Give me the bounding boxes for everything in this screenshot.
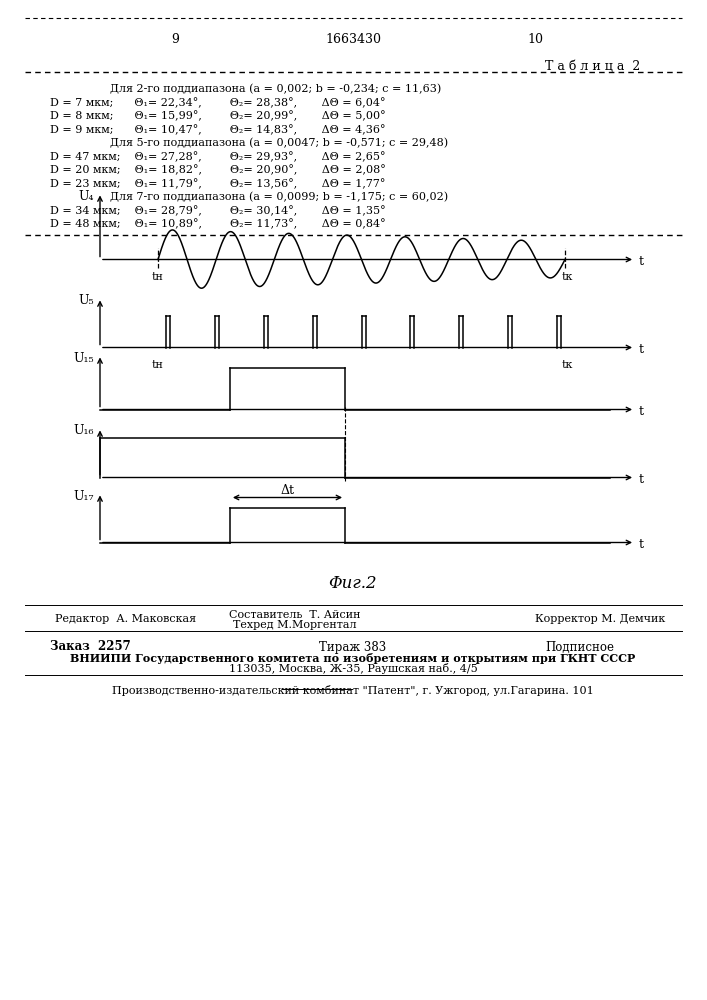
Text: Редактор  А. Маковская: Редактор А. Маковская [55,614,196,624]
Text: D = 7 мкм;      Θ₁= 22,34°,        Θ₂= 28,38°,       ΔΘ = 6,04°: D = 7 мкм; Θ₁= 22,34°, Θ₂= 28,38°, ΔΘ = … [50,98,385,108]
Text: Для 2-го поддиапазона (a = 0,002; b = -0,234; c = 11,63): Для 2-го поддиапазона (a = 0,002; b = -0… [110,84,441,94]
Text: 10: 10 [527,33,543,46]
Text: Δt: Δt [281,484,295,496]
Text: t: t [639,343,644,356]
Text: Производственно-издательский комбинат "Патент", г. Ужгород, ул.Гагарина. 101: Производственно-издательский комбинат "П… [112,684,594,696]
Text: t: t [639,473,644,486]
Text: U₄: U₄ [78,190,94,202]
Text: D = 20 мкм;    Θ₁= 18,82°,        Θ₂= 20,90°,       ΔΘ = 2,08°: D = 20 мкм; Θ₁= 18,82°, Θ₂= 20,90°, ΔΘ =… [50,165,386,176]
Text: Т а б л и ц а  2: Т а б л и ц а 2 [545,60,640,73]
Text: tк: tк [561,360,573,369]
Text: U₁₇: U₁₇ [74,489,94,502]
Text: U₁₆: U₁₆ [74,424,94,438]
Text: D = 8 мкм;      Θ₁= 15,99°,        Θ₂= 20,99°,       ΔΘ = 5,00°: D = 8 мкм; Θ₁= 15,99°, Θ₂= 20,99°, ΔΘ = … [50,111,385,122]
Text: t: t [639,255,644,268]
Text: Заказ  2257: Заказ 2257 [50,641,131,654]
Text: U₅: U₅ [78,294,94,308]
Text: ВНИИПИ Государственного комитета по изобретениям и открытиям при ГКНТ СССР: ВНИИПИ Государственного комитета по изоб… [71,652,636,664]
Text: D = 34 мкм;    Θ₁= 28,79°,        Θ₂= 30,14°,       ΔΘ = 1,35°: D = 34 мкм; Θ₁= 28,79°, Θ₂= 30,14°, ΔΘ =… [50,206,385,216]
Text: D = 48 мкм;    Θ₁= 10,89°,        Θ₂= 11,73°,       ΔΘ = 0,84°: D = 48 мкм; Θ₁= 10,89°, Θ₂= 11,73°, ΔΘ =… [50,219,385,230]
Text: Составитель  Т. Айсин: Составитель Т. Айсин [229,609,361,619]
Text: t: t [639,538,644,551]
Text: tн: tн [152,271,164,282]
Text: t: t [639,405,644,418]
Text: 1663430: 1663430 [325,33,381,46]
Text: D = 9 мкм;      Θ₁= 10,47°,        Θ₂= 14,83°,       ΔΘ = 4,36°: D = 9 мкм; Θ₁= 10,47°, Θ₂= 14,83°, ΔΘ = … [50,124,385,135]
Text: Для 7-го поддиапазона (a = 0,0099; b = -1,175; c = 60,02): Для 7-го поддиапазона (a = 0,0099; b = -… [110,192,448,202]
Text: Тираж 383: Тираж 383 [320,641,387,654]
Text: Подписное: Подписное [546,641,614,654]
Text: Корректор М. Демчик: Корректор М. Демчик [535,614,665,624]
Text: 113035, Москва, Ж-35, Раушская наб., 4/5: 113035, Москва, Ж-35, Раушская наб., 4/5 [228,664,477,674]
Text: Φиг.2: Φиг.2 [329,574,378,591]
Text: tк: tк [561,271,573,282]
Text: D = 47 мкм;    Θ₁= 27,28°,        Θ₂= 29,93°,       ΔΘ = 2,65°: D = 47 мкм; Θ₁= 27,28°, Θ₂= 29,93°, ΔΘ =… [50,151,385,162]
Text: Для 5-го поддиапазона (a = 0,0047; b = -0,571; c = 29,48): Для 5-го поддиапазона (a = 0,0047; b = -… [110,138,448,148]
Text: Техред М.Моргентал: Техред М.Моргентал [233,620,357,631]
Text: tн: tн [152,360,164,369]
Text: 9: 9 [171,33,179,46]
Text: D = 23 мкм;    Θ₁= 11,79°,        Θ₂= 13,56°,       ΔΘ = 1,77°: D = 23 мкм; Θ₁= 11,79°, Θ₂= 13,56°, ΔΘ =… [50,178,385,189]
Text: U₁₅: U₁₅ [74,352,94,364]
